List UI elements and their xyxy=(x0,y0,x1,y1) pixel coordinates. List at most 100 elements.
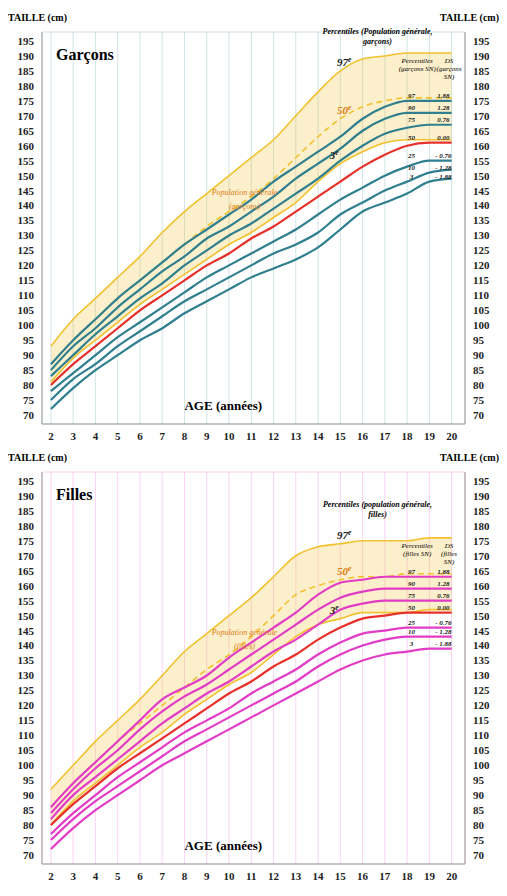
svg-text:0.00: 0.00 xyxy=(437,604,450,612)
svg-text:110: 110 xyxy=(473,289,489,301)
svg-text:- 1.88: - 1.88 xyxy=(435,640,452,648)
svg-text:125: 125 xyxy=(473,244,490,256)
svg-text:115: 115 xyxy=(18,274,34,286)
svg-text:85: 85 xyxy=(473,364,485,376)
svg-text:140: 140 xyxy=(473,199,490,211)
svg-text:120: 120 xyxy=(18,699,35,711)
svg-text:1.28: 1.28 xyxy=(437,104,450,112)
svg-text:70: 70 xyxy=(473,409,485,421)
svg-text:105: 105 xyxy=(18,304,35,316)
svg-text:105: 105 xyxy=(18,744,35,756)
svg-text:70: 70 xyxy=(473,849,485,861)
svg-text:1.88: 1.88 xyxy=(437,92,450,100)
svg-text:190: 190 xyxy=(473,50,490,62)
svg-text:175: 175 xyxy=(18,95,35,107)
svg-text:90: 90 xyxy=(473,349,485,361)
svg-text:160: 160 xyxy=(473,140,490,152)
svg-text:18: 18 xyxy=(402,870,414,882)
svg-text:100: 100 xyxy=(18,759,35,771)
svg-text:135: 135 xyxy=(18,214,35,226)
svg-text:165: 165 xyxy=(18,125,35,137)
svg-text:195: 195 xyxy=(473,35,490,47)
svg-text:80: 80 xyxy=(473,819,485,831)
svg-text:8: 8 xyxy=(182,430,188,442)
svg-text:95: 95 xyxy=(473,334,485,346)
svg-text:80: 80 xyxy=(23,819,35,831)
svg-text:100: 100 xyxy=(18,319,35,331)
svg-text:70: 70 xyxy=(23,409,35,421)
svg-text:110: 110 xyxy=(18,289,34,301)
svg-text:165: 165 xyxy=(473,565,490,577)
svg-text:- 0.76: - 0.76 xyxy=(435,152,452,160)
svg-text:11: 11 xyxy=(246,870,256,882)
svg-text:130: 130 xyxy=(473,669,490,681)
svg-text:110: 110 xyxy=(473,729,489,741)
svg-text:190: 190 xyxy=(18,50,35,62)
svg-text:50e: 50e xyxy=(337,103,352,116)
svg-text:155: 155 xyxy=(18,595,35,607)
svg-text:190: 190 xyxy=(473,490,490,502)
svg-text:50: 50 xyxy=(408,604,416,612)
svg-text:- 0.76: - 0.76 xyxy=(435,619,452,627)
svg-text:50: 50 xyxy=(408,134,416,142)
svg-text:75: 75 xyxy=(473,394,485,406)
svg-text:4: 4 xyxy=(93,430,99,442)
svg-text:140: 140 xyxy=(473,639,490,651)
svg-text:0.76: 0.76 xyxy=(437,116,450,124)
svg-text:185: 185 xyxy=(18,65,35,77)
svg-text:195: 195 xyxy=(18,475,35,487)
svg-text:95: 95 xyxy=(23,774,35,786)
svg-text:125: 125 xyxy=(473,684,490,696)
svg-text:100: 100 xyxy=(473,759,490,771)
svg-text:7: 7 xyxy=(159,870,165,882)
svg-text:75: 75 xyxy=(408,116,416,124)
svg-text:155: 155 xyxy=(18,155,35,167)
svg-text:- 1.28: - 1.28 xyxy=(435,164,452,172)
svg-text:97e: 97e xyxy=(337,528,352,541)
svg-text:125: 125 xyxy=(18,244,35,256)
svg-text:6: 6 xyxy=(137,430,143,442)
svg-text:70: 70 xyxy=(23,849,35,861)
svg-text:85: 85 xyxy=(23,804,35,816)
svg-text:25: 25 xyxy=(407,619,416,627)
svg-text:90: 90 xyxy=(473,789,485,801)
svg-text:- 1.88: - 1.88 xyxy=(435,173,452,181)
svg-text:195: 195 xyxy=(473,475,490,487)
svg-text:3: 3 xyxy=(70,870,76,882)
svg-text:75: 75 xyxy=(23,834,35,846)
svg-text:6: 6 xyxy=(137,870,143,882)
svg-text:97e: 97e xyxy=(337,55,352,68)
svg-text:10: 10 xyxy=(224,870,236,882)
svg-text:5: 5 xyxy=(115,870,121,882)
svg-text:145: 145 xyxy=(473,625,490,637)
svg-text:135: 135 xyxy=(473,214,490,226)
svg-text:97: 97 xyxy=(408,92,416,100)
svg-text:185: 185 xyxy=(18,505,35,517)
svg-text:170: 170 xyxy=(18,110,35,122)
svg-text:10: 10 xyxy=(408,164,416,172)
svg-text:17: 17 xyxy=(379,870,391,882)
svg-text:115: 115 xyxy=(473,714,489,726)
svg-text:95: 95 xyxy=(23,334,35,346)
svg-text:165: 165 xyxy=(18,565,35,577)
svg-text:115: 115 xyxy=(473,274,489,286)
svg-text:3: 3 xyxy=(409,173,414,181)
svg-text:160: 160 xyxy=(18,580,35,592)
svg-text:135: 135 xyxy=(18,654,35,666)
svg-text:175: 175 xyxy=(473,535,490,547)
svg-text:135: 135 xyxy=(473,654,490,666)
svg-text:19: 19 xyxy=(424,430,436,442)
svg-text:18: 18 xyxy=(402,430,414,442)
svg-text:16: 16 xyxy=(357,870,369,882)
svg-text:85: 85 xyxy=(473,804,485,816)
svg-text:14: 14 xyxy=(313,430,325,442)
svg-text:15: 15 xyxy=(335,870,347,882)
svg-text:0.76: 0.76 xyxy=(437,592,450,600)
svg-text:9: 9 xyxy=(204,430,210,442)
svg-text:12: 12 xyxy=(268,870,280,882)
svg-text:115: 115 xyxy=(18,714,34,726)
svg-text:8: 8 xyxy=(182,870,188,882)
svg-text:100: 100 xyxy=(473,319,490,331)
svg-text:170: 170 xyxy=(473,110,490,122)
svg-text:120: 120 xyxy=(473,259,490,271)
